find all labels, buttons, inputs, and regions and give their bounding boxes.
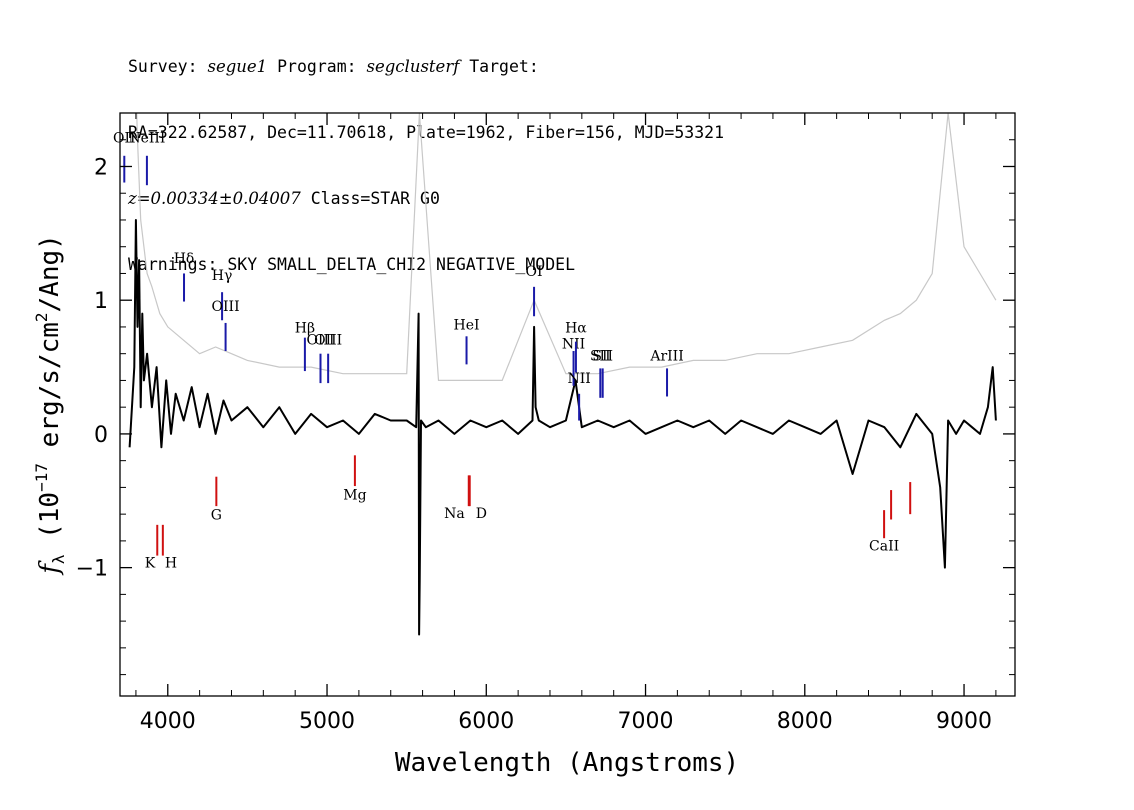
line-label: K <box>145 556 156 572</box>
y-label-exp2: 2 <box>32 312 51 322</box>
plot-frame <box>119 112 1016 697</box>
header-line-coordinates: RA=322.62587, Dec=11.70618, Plate=1962, … <box>128 123 725 142</box>
line-label: CaII <box>869 538 899 554</box>
line-label: Hα <box>565 320 587 336</box>
line-label: OIII <box>212 299 240 315</box>
line-label: NII <box>562 336 585 352</box>
x-axis-label: Wavelength (Angstroms) <box>395 748 739 778</box>
line-label: OIII <box>314 332 342 348</box>
x-tick-label: 8000 <box>777 709 833 734</box>
spectrum-header: Survey: segue1 Program: segclusterf Targ… <box>128 12 724 298</box>
y-axis-label: fλ (10−17 erg/s/cm2/Ang) <box>32 234 68 576</box>
line-label: G <box>211 507 222 523</box>
uncertainty-line <box>133 113 997 381</box>
header-line-redshift: z=0.00334±0.04007 Class=STAR G0 <box>128 188 724 210</box>
survey-label: Survey: <box>128 57 208 76</box>
line-label: OII <box>113 130 136 146</box>
x-tick-label: 7000 <box>618 709 674 734</box>
y-label-exp1: −17 <box>32 463 51 492</box>
line-label: Hγ <box>212 268 233 284</box>
program-value: segclusterf <box>366 57 460 76</box>
line-annotations: OIINeIIIHδHγOIIIHβOIIIOIIIHeIOINIIHαNIIS… <box>113 130 912 572</box>
x-tick-label: 6000 <box>458 709 514 734</box>
line-label: Mg <box>343 487 366 503</box>
header-line-survey: Survey: segue1 Program: segclusterf Targ… <box>128 56 724 78</box>
y-tick-label: 2 <box>94 155 108 180</box>
y-label-post: /Ang) <box>35 234 65 312</box>
survey-value: segue1 <box>207 57 268 76</box>
redshift-value: z=0.00334±0.04007 <box>128 189 301 208</box>
y-tick-label: 0 <box>94 423 108 448</box>
line-label: OI <box>526 264 543 280</box>
line-label: H <box>165 556 177 572</box>
line-label: OIII <box>306 332 334 348</box>
line-label: NII <box>567 371 590 387</box>
y-label-mid: erg/s/cm <box>35 322 65 463</box>
header-line-warnings: Warnings: SKY SMALL_DELTA_CHI2 NEGATIVE_… <box>128 255 576 274</box>
line-label: D <box>476 506 487 522</box>
axis-ticks: 4000 5000 6000 7000 8000 9000 −1 0 1 2 <box>76 113 1015 734</box>
line-label: HeI <box>454 318 480 334</box>
uncertainty-layer <box>133 113 997 381</box>
x-tick-label: 9000 <box>936 709 992 734</box>
x-tick-label: 4000 <box>140 709 196 734</box>
y-tick-label: −1 <box>76 557 108 582</box>
y-label-sub: λ <box>49 554 68 564</box>
line-label: Hβ <box>295 320 315 336</box>
line-label: NeIII <box>128 130 165 146</box>
program-label: Program: <box>267 57 367 76</box>
x-tick-label: 5000 <box>299 709 355 734</box>
target-label: Target: <box>459 57 539 76</box>
y-tick-label: 1 <box>94 289 108 314</box>
line-label: Na <box>444 506 465 522</box>
spectrum-line <box>128 219 997 636</box>
spectrum-layer <box>128 219 997 636</box>
line-label: ArIII <box>649 348 683 364</box>
line-label: SII <box>592 348 613 364</box>
y-label-pre: (10 <box>35 492 65 555</box>
line-label: SII <box>590 348 611 364</box>
line-label: Hδ <box>174 251 195 267</box>
